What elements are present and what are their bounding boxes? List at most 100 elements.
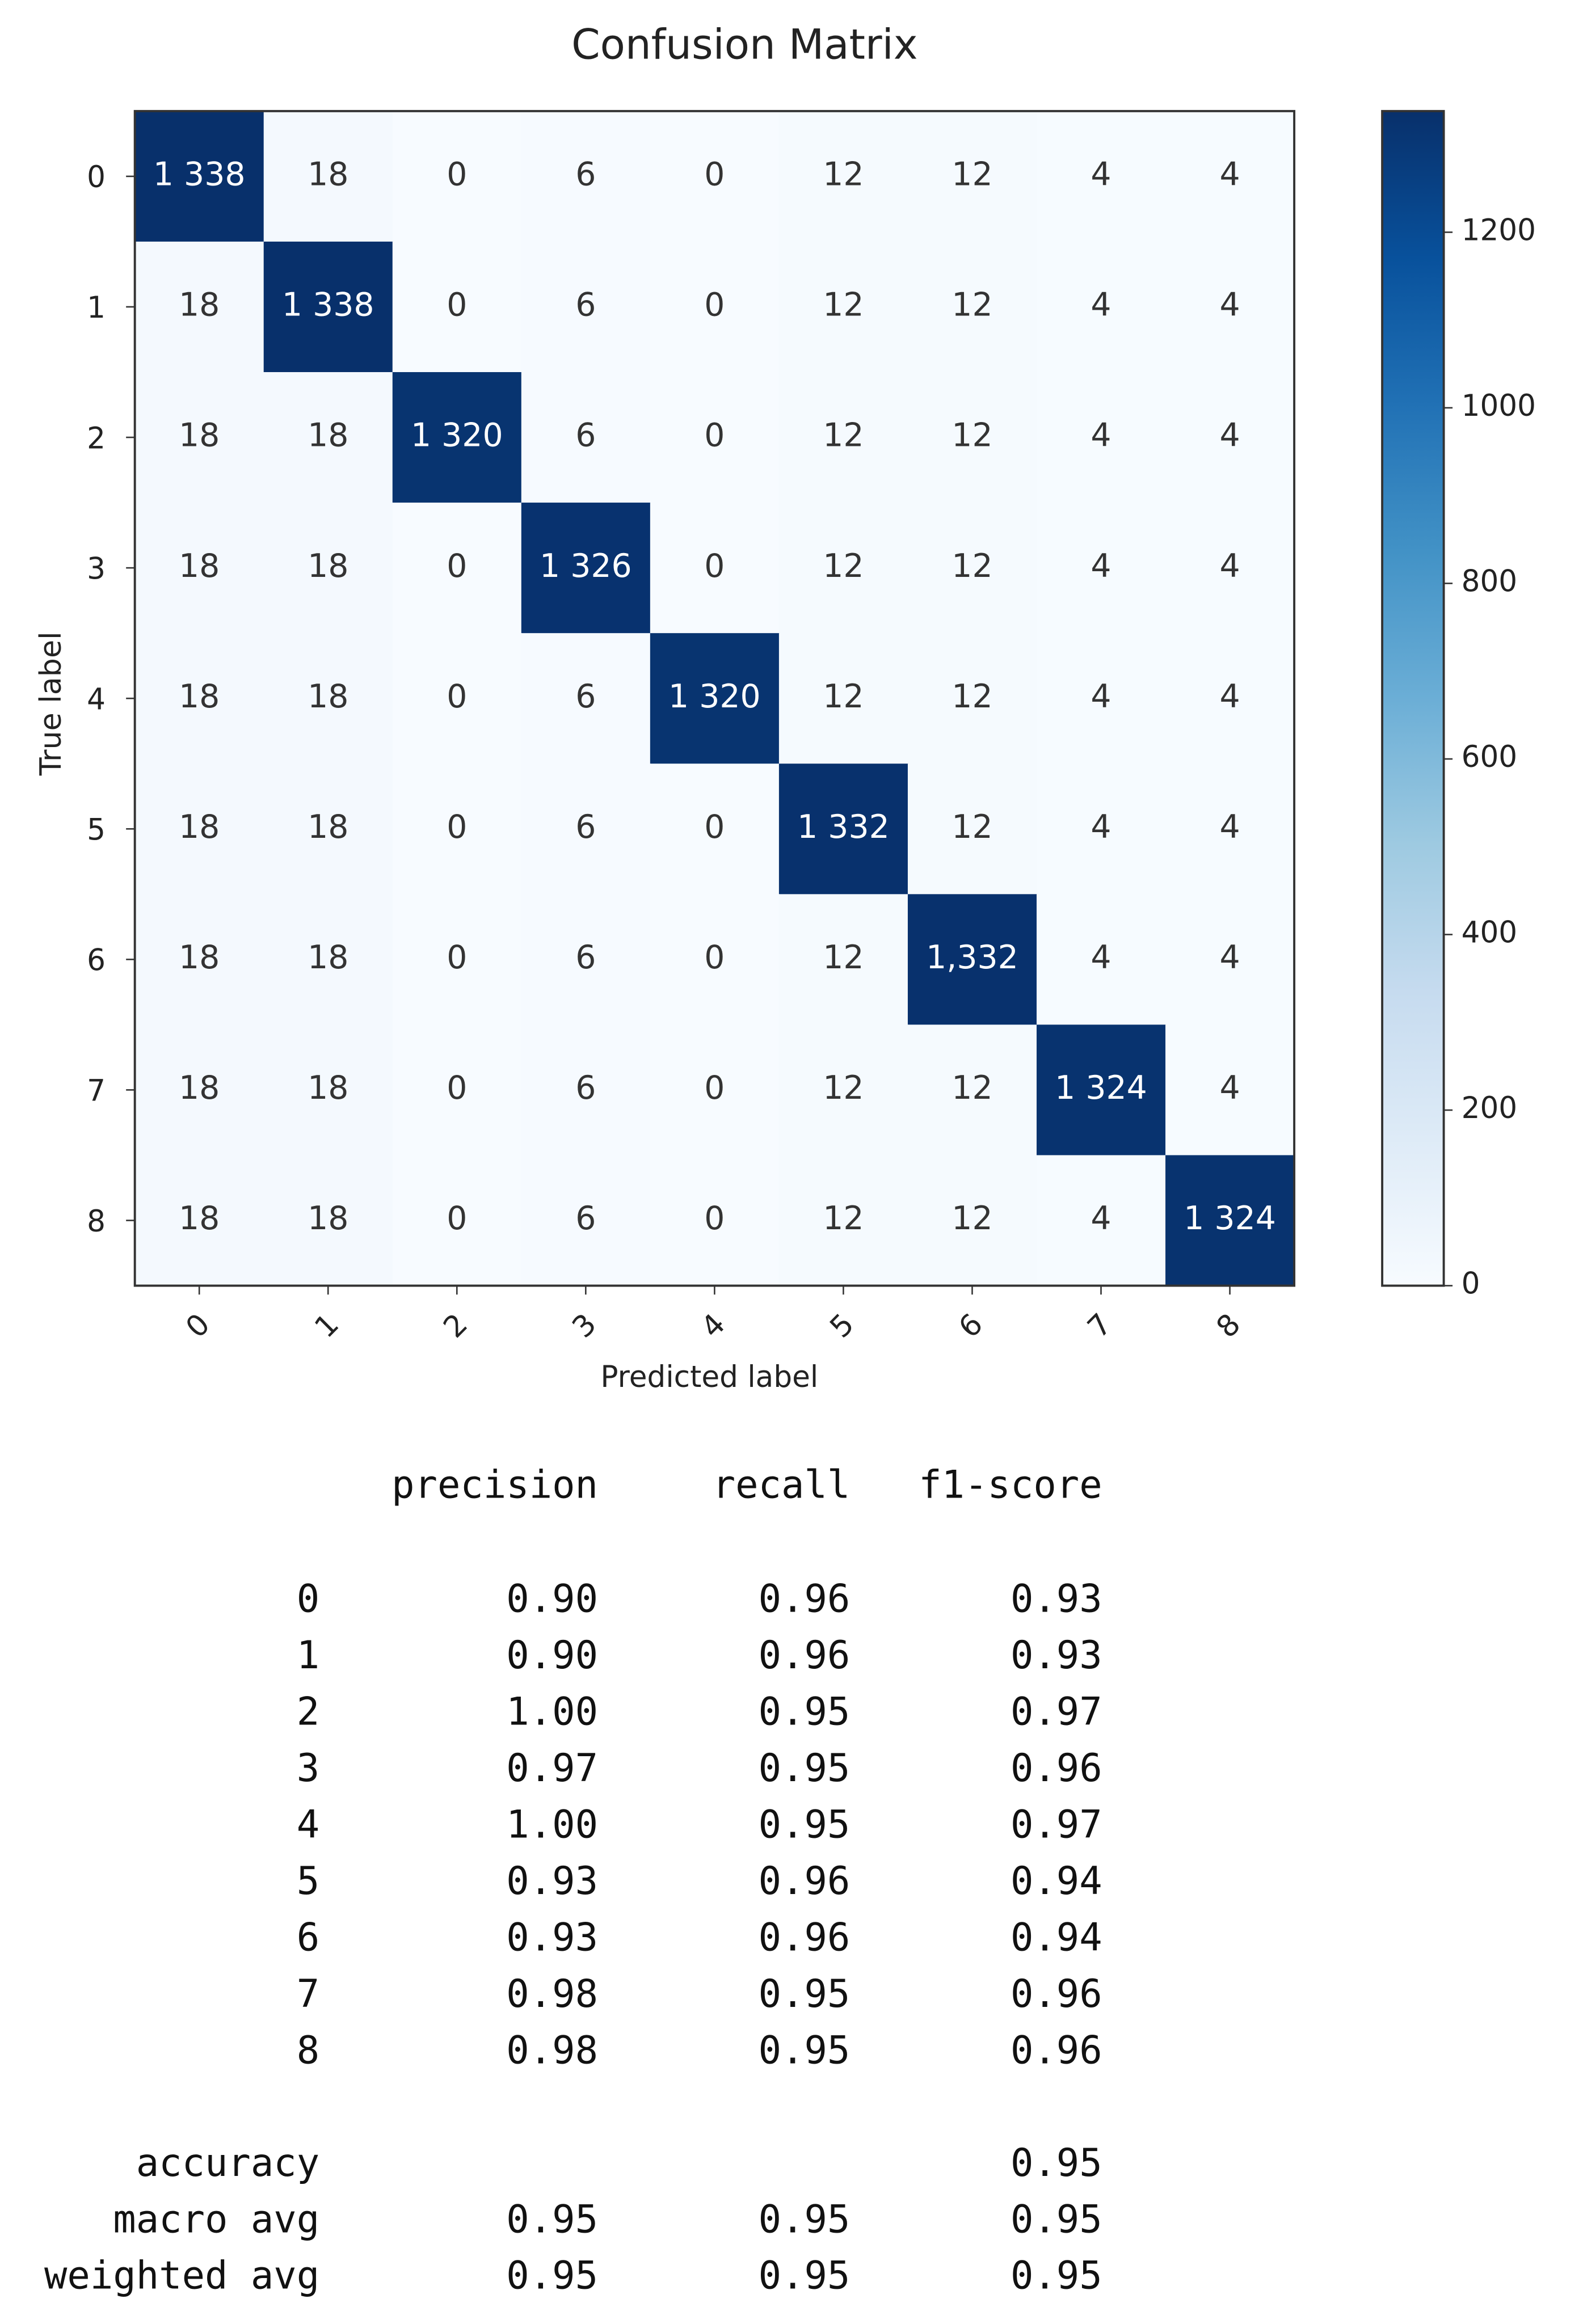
cell-label: 0 xyxy=(447,286,467,323)
heatmap-cell xyxy=(1036,1024,1167,1156)
report-cell: 0.95 xyxy=(506,2253,598,2297)
heatmap-cell xyxy=(134,1024,265,1156)
cell-label: 12 xyxy=(823,678,864,715)
cell-label: 0 xyxy=(704,286,725,323)
heatmap-cell xyxy=(907,633,1038,765)
heatmap-cell xyxy=(907,1024,1038,1156)
cell-label: 18 xyxy=(308,808,348,846)
report-cell: 0.90 xyxy=(506,1576,598,1621)
report-cell: 0.96 xyxy=(759,1576,851,1621)
colorbar-tick-label: 600 xyxy=(1462,740,1518,774)
report-cell: 0.98 xyxy=(506,1971,598,2015)
cell-label: 0 xyxy=(447,547,467,585)
heatmap-cell xyxy=(134,111,265,243)
heatmap-cell xyxy=(521,764,651,895)
cell-label: 4 xyxy=(1219,155,1240,193)
cell-label: 1 324 xyxy=(1055,1069,1147,1107)
heatmap-cell xyxy=(1165,503,1295,634)
x-tick-label: 8 xyxy=(1210,1307,1247,1344)
cell-label: 12 xyxy=(823,416,864,454)
heatmap-cell xyxy=(907,372,1038,504)
colorbar xyxy=(1381,109,1445,1287)
heatmap-cell xyxy=(1036,241,1167,373)
cell-label: 6 xyxy=(575,1200,596,1237)
cell-label: 1 338 xyxy=(282,286,374,323)
report-cell: 0.96 xyxy=(759,1914,851,1959)
heatmap-cell xyxy=(1036,1155,1167,1287)
heatmap-cell xyxy=(263,241,394,373)
cell-label: 1 326 xyxy=(540,547,632,585)
cell-label: 6 xyxy=(575,155,596,193)
heatmap-cell xyxy=(778,241,909,373)
cell-label: 12 xyxy=(823,939,864,976)
heatmap-cell xyxy=(907,764,1038,895)
colorbar-tick-label: 400 xyxy=(1462,916,1518,950)
y-tick-label: 2 xyxy=(87,421,106,455)
heatmap-cell xyxy=(650,241,780,373)
cell-label: 0 xyxy=(447,939,467,976)
heatmap-cell xyxy=(907,503,1038,634)
heatmap-cell xyxy=(263,894,394,1026)
x-axis-label: Predicted label xyxy=(600,1360,818,1394)
heatmap-cell xyxy=(1165,111,1295,243)
heatmap-cell xyxy=(907,241,1038,373)
colorbar-tick-label: 800 xyxy=(1462,564,1518,598)
heatmap-cell xyxy=(263,503,394,634)
cell-label: 12 xyxy=(823,286,864,323)
report-cell: 0.93 xyxy=(1011,1576,1102,1621)
cell-label: 4 xyxy=(1219,547,1240,585)
cell-label: 0 xyxy=(447,1069,467,1107)
cell-label: 12 xyxy=(952,286,992,323)
heatmap-cell xyxy=(263,1155,394,1287)
colorbar-tick-label: 0 xyxy=(1462,1267,1480,1301)
report-cell: 0.95 xyxy=(759,1971,851,2015)
report-cell: 0.93 xyxy=(506,1858,598,1903)
heatmap-cell xyxy=(392,372,523,504)
cell-label: 18 xyxy=(179,678,220,715)
heatmap-cell xyxy=(521,503,651,634)
report-cell: 0.93 xyxy=(506,1914,598,1959)
heatmap-cell xyxy=(521,1155,651,1287)
cell-label: 4 xyxy=(1219,286,1240,323)
cell-label: 0 xyxy=(447,1200,467,1237)
heatmap-cell xyxy=(778,372,909,504)
heatmap-cell xyxy=(134,894,265,1026)
heatmap-cell xyxy=(778,764,909,895)
cell-label: 0 xyxy=(704,547,725,585)
heatmap-cell xyxy=(1036,111,1167,243)
report-row-label: 5 xyxy=(297,1858,319,1903)
report-cell: 1.00 xyxy=(506,1802,598,1846)
cell-label: 4 xyxy=(1091,286,1111,323)
cell-label: 12 xyxy=(952,678,992,715)
heatmap-cell xyxy=(650,1155,780,1287)
heatmap-cell xyxy=(134,764,265,895)
cell-label: 0 xyxy=(447,678,467,715)
cell-label: 1,332 xyxy=(926,939,1018,976)
heatmap-cell xyxy=(1165,633,1295,765)
cell-label: 18 xyxy=(308,416,348,454)
y-tick-label: 8 xyxy=(87,1205,106,1239)
heatmap-cell xyxy=(392,503,523,634)
heatmap-cell xyxy=(392,241,523,373)
heatmap-cell xyxy=(907,111,1038,243)
report-cell: 0.95 xyxy=(759,2253,851,2297)
cell-label: 1 338 xyxy=(153,155,246,193)
cell-label: 18 xyxy=(308,547,348,585)
y-axis-label: True label xyxy=(34,631,68,776)
report-cell: 0.96 xyxy=(759,1858,851,1903)
report-cell: 0.95 xyxy=(1011,2196,1102,2241)
report-cell: 0.93 xyxy=(1011,1633,1102,1677)
report-cell: 0.95 xyxy=(759,2196,851,2241)
cell-label: 12 xyxy=(952,547,992,585)
cell-label: 1 320 xyxy=(411,416,503,454)
x-tick-label: 7 xyxy=(1081,1307,1118,1344)
colorbar-tick-label: 1000 xyxy=(1462,389,1536,423)
heatmap-cell xyxy=(907,1155,1038,1287)
cell-label: 4 xyxy=(1219,678,1240,715)
report-row-label: weighted avg xyxy=(44,2253,319,2297)
heatmap-cell xyxy=(778,894,909,1026)
report-cell: 0.97 xyxy=(1011,1689,1102,1733)
heatmap-cell xyxy=(134,372,265,504)
heatmap-cell xyxy=(650,1024,780,1156)
heatmap-cell xyxy=(521,1024,651,1156)
